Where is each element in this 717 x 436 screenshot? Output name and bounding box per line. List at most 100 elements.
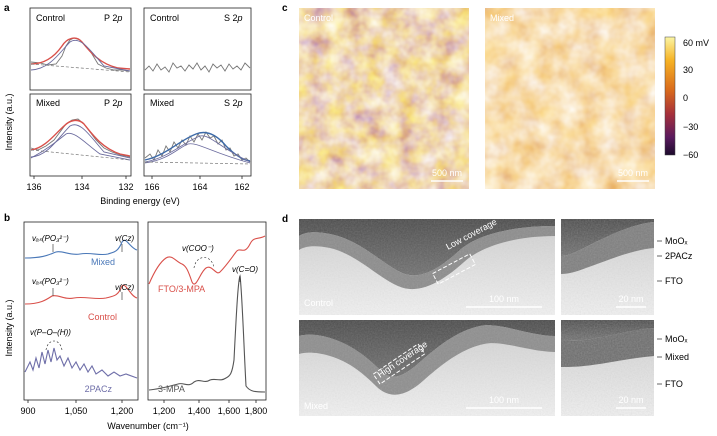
annotation-vco: v(C=O) xyxy=(232,265,258,274)
afm-mixed-label: Mixed xyxy=(490,13,514,23)
layer-labels-top: MoOₓ 2PACz FTO xyxy=(657,236,693,286)
ftir-left-plot: Mixed Control 2PACz vₐₛ(PO₃²⁻) v(Cz) vₐₛ… xyxy=(23,221,139,401)
layer-labels-bottom: MoOₓ Mixed FTO xyxy=(657,334,689,389)
panel-letter-a: a xyxy=(4,3,10,14)
xps-control-s2p: Control S 2p xyxy=(143,7,252,91)
annotation-vcz-mixed: v(Cz) xyxy=(115,234,134,243)
a-tick: 132 xyxy=(118,182,133,192)
trace-3-mpa xyxy=(148,274,266,393)
fit-component xyxy=(144,143,251,164)
tem-control-zoom: 20 nm xyxy=(561,219,654,315)
b-tick: 1,800 xyxy=(245,406,268,416)
scale-bar-label: 100 nm xyxy=(489,294,519,304)
fit-component xyxy=(144,135,251,163)
label-fto-mpa: FTO/3-MPA xyxy=(158,284,205,294)
layer-label: Mixed xyxy=(665,352,689,362)
a-ticks: 136 134 132 166 164 162 xyxy=(26,176,250,192)
trace-control xyxy=(24,284,138,305)
b-tick: 900 xyxy=(20,406,35,416)
a-tick: 164 xyxy=(192,182,207,192)
ftir-right-plot: FTO/3-MPA 3-MPA v(COO⁻) v(C=O) xyxy=(147,221,267,401)
trace-mixed xyxy=(24,239,138,259)
afm-control-label: Control xyxy=(304,13,333,23)
colorbar-tick: −30 xyxy=(683,122,698,132)
xps-mixed-p-sample: Mixed xyxy=(36,98,60,108)
raw-spectrum xyxy=(30,118,131,158)
a-tick: 166 xyxy=(144,182,159,192)
panel-letter-d: d xyxy=(282,214,288,225)
tem-control-wide: Control Low coverage 100 nm xyxy=(299,217,555,315)
scale-bar-label: 20 nm xyxy=(618,395,643,405)
low-coverage-box xyxy=(431,253,477,285)
annotation-vas-mixed: vₐₛ(PO₃²⁻) xyxy=(32,234,69,243)
tem-control-label: Control xyxy=(304,298,333,308)
xps-mixed-p2p: Mixed P 2p xyxy=(29,93,132,177)
afm-control-image: Control 500 nm xyxy=(299,8,469,189)
annotation-vpoh: v(P–O–(H)) xyxy=(30,328,71,337)
label-3-mpa: 3-MPA xyxy=(158,384,185,394)
raw-spectrum xyxy=(144,62,251,73)
xps-control-p-sample: Control xyxy=(36,13,65,23)
colorbar-tick: 0 xyxy=(683,93,688,103)
scale-bar-label: 500 nm xyxy=(432,168,462,178)
layer-label: FTO xyxy=(665,379,683,389)
b-ticks: 900 1,050 1,200 1,200 1,400 1,600 1,800 xyxy=(20,400,267,416)
xps-mixed-s2p: Mixed S 2p xyxy=(143,93,252,177)
layer-label: MoOₓ xyxy=(665,236,688,246)
fit-component xyxy=(30,124,131,159)
b-xlabel: Wavenumber (cm⁻¹) xyxy=(107,421,188,431)
fit-envelope xyxy=(30,37,131,70)
scale-bar-label: 500 nm xyxy=(618,168,648,178)
scale-bar-label: 20 nm xyxy=(618,294,643,304)
panel-d: d Control Low coverage 100 nm 20 nm xyxy=(282,214,693,416)
layer-label: MoOₓ xyxy=(665,334,688,344)
layer-label: 2PACz xyxy=(665,251,693,261)
xps-control-s-element: S 2p xyxy=(224,13,243,23)
label-2pacz: 2PACz xyxy=(85,384,113,394)
a-tick: 134 xyxy=(74,182,89,192)
baseline xyxy=(30,149,131,161)
baseline xyxy=(30,63,131,73)
panel-a: a Intensity (a.u.) Control P 2p Control … xyxy=(4,3,252,206)
tem-mixed-label: Mixed xyxy=(304,401,328,411)
a-tick: 162 xyxy=(234,182,249,192)
label-mixed: Mixed xyxy=(91,257,115,267)
trace-fto-mpa xyxy=(148,235,266,285)
colorbar-tick: 30 xyxy=(683,65,693,75)
trace-2pacz xyxy=(24,347,138,379)
layer-label: FTO xyxy=(665,276,683,286)
xps-mixed-p-element: P 2p xyxy=(104,98,122,108)
a-tick: 136 xyxy=(26,182,41,192)
xps-control-p2p: Control P 2p xyxy=(29,7,132,91)
fit-component xyxy=(30,132,131,161)
xps-control-s-sample: Control xyxy=(150,13,179,23)
baseline xyxy=(144,161,251,165)
b-tick: 1,200 xyxy=(111,406,134,416)
high-coverage-box xyxy=(372,343,426,385)
b-tick: 1,200 xyxy=(153,406,176,416)
b-tick: 1,600 xyxy=(218,406,241,416)
b-ylabel: Intensity (a.u.) xyxy=(4,299,14,356)
panel-c: c Control 500 nm Mixed 500 nm 60 mV 30 0… xyxy=(282,3,709,189)
panel-letter-b: b xyxy=(4,213,10,224)
a-ylabel: Intensity (a.u.) xyxy=(4,93,14,150)
b-tick: 1,050 xyxy=(65,406,88,416)
annotation-vas-control: vₐₛ(PO₃²⁻) xyxy=(32,277,69,286)
panel-b: b Intensity (a.u.) Mixed Control 2PACz v… xyxy=(4,213,267,431)
colorbar-tick: 60 mV xyxy=(683,38,709,48)
label-control: Control xyxy=(88,312,117,322)
colorbar: 60 mV 30 0 −30 −60 xyxy=(664,36,709,160)
annotation-vcz-control: v(Cz) xyxy=(115,283,134,292)
scale-bar-label: 100 nm xyxy=(489,395,519,405)
tem-mixed-wide: Mixed High coverage 100 nm xyxy=(299,320,555,416)
afm-mixed-image: Mixed 500 nm xyxy=(485,8,655,189)
annotation-vcoo: v(COO⁻) xyxy=(182,244,214,253)
a-xlabel: Binding energy (eV) xyxy=(100,196,180,206)
fit-envelope xyxy=(30,119,131,157)
colorbar-tick: −60 xyxy=(683,150,698,160)
xps-mixed-s-element: S 2p xyxy=(224,98,243,108)
b-tick: 1,400 xyxy=(188,406,211,416)
xps-mixed-s-sample: Mixed xyxy=(150,98,174,108)
tem-mixed-zoom: 20 nm xyxy=(561,320,654,416)
